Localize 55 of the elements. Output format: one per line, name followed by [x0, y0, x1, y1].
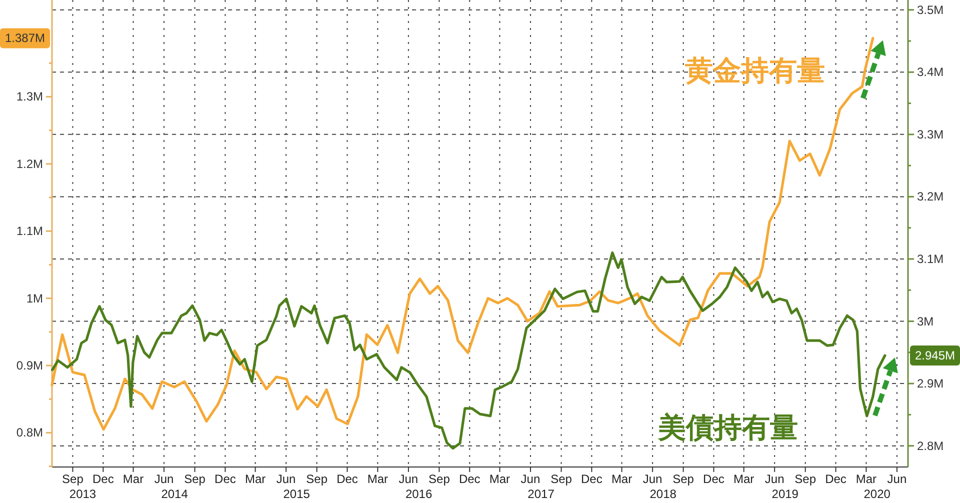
- x-tick-label: Mar: [856, 472, 877, 486]
- y2-tick-label: 3.3M: [917, 127, 944, 142]
- x-tick-label: Dec: [581, 472, 602, 486]
- y-tick-label: 1.3M: [16, 90, 43, 104]
- x-tick-label: Dec: [92, 472, 114, 486]
- y2-tick-label: 2.9M: [917, 376, 944, 391]
- text: 2014: [161, 487, 188, 501]
- x-tick-label: Dec: [825, 472, 846, 486]
- y2-tick-label: 3.1M: [917, 252, 944, 266]
- x-tick-label: Mar: [611, 472, 632, 486]
- y2-tick-label: 3.2M: [917, 190, 944, 204]
- x-tick-label: Jun: [398, 472, 418, 486]
- x-tick-label: Mar: [367, 472, 388, 486]
- text: 美債持有量: [657, 412, 798, 444]
- y-tick-label: 1.2M: [16, 156, 43, 171]
- x-tick-label: Sep: [306, 472, 328, 486]
- x-tick-label: Jun: [642, 472, 662, 486]
- y-tick-label: 0.9M: [16, 358, 43, 373]
- x-tick-label: Jun: [764, 472, 784, 486]
- x-tick-label: Mar: [733, 472, 754, 486]
- text: 2017: [528, 487, 555, 501]
- x-tick-label: Jun: [520, 472, 540, 486]
- text: 2018: [650, 487, 677, 501]
- x-tick-label: Jun: [887, 472, 907, 486]
- text: 2015: [283, 487, 310, 501]
- y2-tick-label: 3M: [917, 314, 934, 328]
- x-tick-label: Sep: [428, 472, 450, 486]
- x-tick-label: Sep: [672, 472, 694, 486]
- x-tick-label: Dec: [703, 472, 724, 486]
- y2-tick-label: 3.4M: [917, 65, 944, 80]
- x-tick-label: Mar: [489, 472, 510, 486]
- x-tick-label: Sep: [184, 472, 206, 486]
- text: 2.945M: [914, 348, 956, 363]
- text: 2020: [864, 487, 891, 501]
- text: 2013: [69, 487, 96, 501]
- y-tick-label: 1.1M: [16, 224, 43, 238]
- y-tick-label: 1M: [26, 291, 43, 306]
- y2-tick-label: 3.5M: [917, 2, 944, 17]
- x-tick-label: Jun: [154, 472, 174, 486]
- text: 2019: [772, 487, 799, 501]
- x-tick-label: Dec: [458, 472, 480, 486]
- x-tick-label: Jun: [276, 472, 296, 486]
- line-series: [51, 251, 886, 450]
- x-tick-label: Dec: [336, 472, 358, 486]
- x-tick-label: Mar: [122, 472, 144, 486]
- series-label: 黄金持有量: [684, 56, 825, 87]
- x-tick-label: Sep: [550, 472, 572, 486]
- x-tick-label: Sep: [62, 472, 84, 486]
- y2-tick-label: 2.8M: [917, 438, 944, 453]
- x-tick-label: Sep: [794, 472, 816, 486]
- y-tick-label: 0.8M: [16, 426, 43, 440]
- text: 1.387M: [4, 31, 46, 46]
- x-tick-label: Mar: [244, 472, 266, 486]
- x-tick-label: Dec: [214, 472, 236, 486]
- text: 2016: [405, 487, 432, 501]
